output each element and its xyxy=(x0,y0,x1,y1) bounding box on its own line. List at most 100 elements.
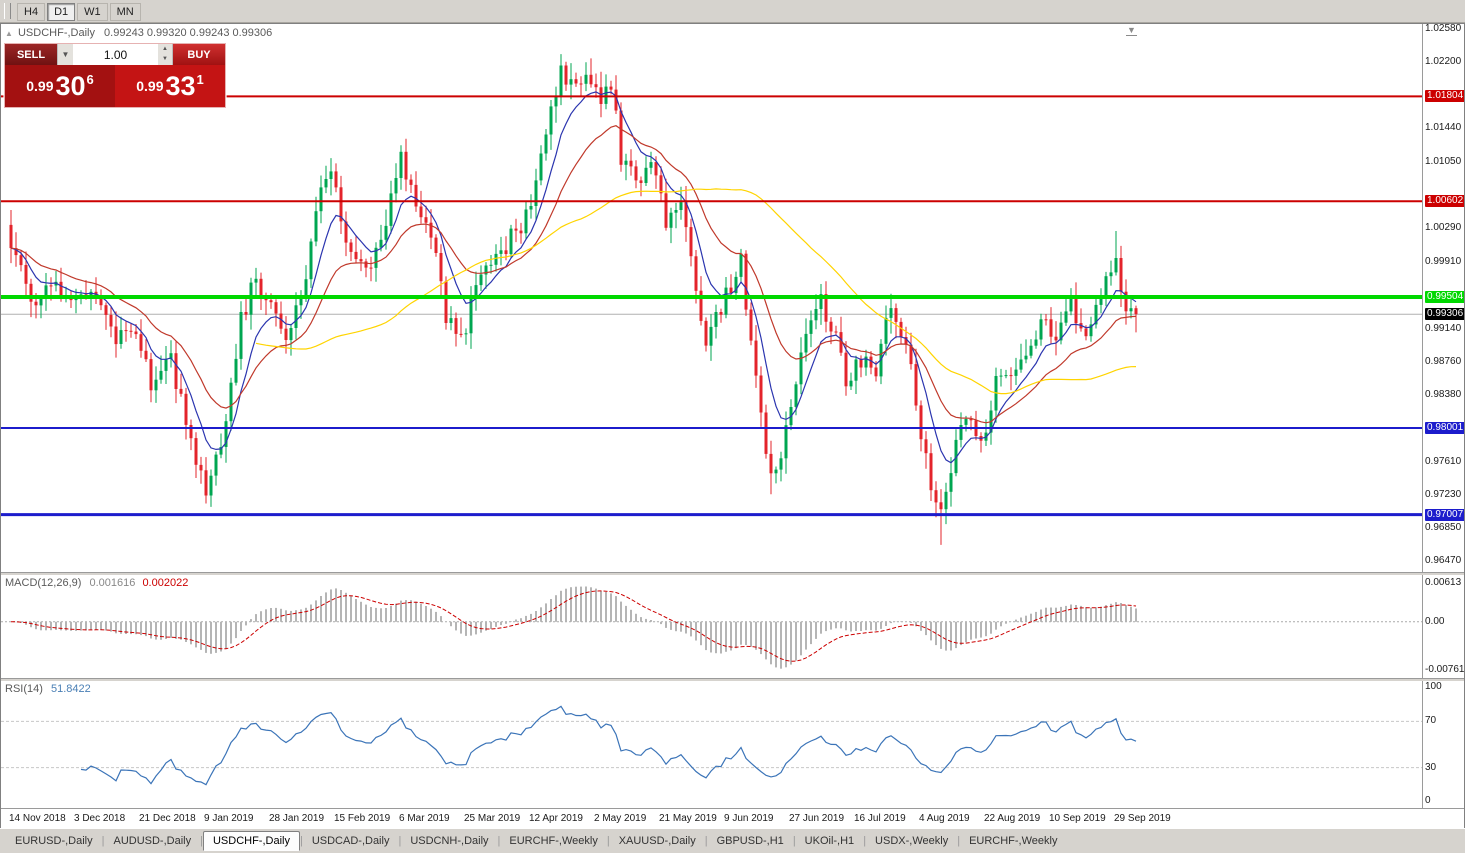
sell-price-quote[interactable]: 0.99 30 6 xyxy=(5,65,115,107)
buy-price-pips: 33 xyxy=(165,70,196,101)
tab-separator: | xyxy=(704,835,708,847)
sell-price-frac: 6 xyxy=(86,71,94,87)
macd-pane: MACD(12,26,9) 0.001616 0.002022 0.00613 0… xyxy=(1,575,1464,678)
price-tick-label: 0.97230 xyxy=(1425,489,1462,501)
rsi-tick-label: 30 xyxy=(1425,761,1437,773)
one-click-trading-panel: SELL ▼ ▲ ▼ BUY 0.99 xyxy=(4,43,226,108)
price-tick-label: 1.02580 xyxy=(1425,24,1462,34)
macd-label: MACD(12,26,9) xyxy=(5,577,82,589)
volume-down-icon[interactable]: ▼ xyxy=(158,54,172,65)
tab-separator: | xyxy=(497,835,501,847)
price-line-badge: 1.00602 xyxy=(1425,195,1464,208)
date-label: 9 Jan 2019 xyxy=(204,813,254,824)
volume-control: ▼ ▲ ▼ xyxy=(57,44,173,65)
timeframe-h4-button[interactable]: H4 xyxy=(17,2,46,21)
price-tick-label: 1.01050 xyxy=(1425,156,1462,168)
chart-tab-eurusd-daily[interactable]: EURUSD-,Daily xyxy=(15,835,93,847)
rsi-tick-label: 70 xyxy=(1425,715,1437,727)
tab-separator: | xyxy=(957,835,961,847)
date-label: 21 May 2019 xyxy=(659,813,717,824)
rsi-value: 51.8422 xyxy=(50,683,91,695)
volume-dropdown-icon[interactable]: ▼ xyxy=(58,44,73,65)
date-label: 25 Mar 2019 xyxy=(464,813,521,824)
timeframe-toolbar: H4 D1 W1 MN xyxy=(0,0,1465,23)
chart-tab-eurchf-weekly[interactable]: EURCHF-,Weekly xyxy=(509,835,598,847)
sell-button[interactable]: SELL xyxy=(5,44,57,65)
tab-separator: | xyxy=(101,835,105,847)
volume-input[interactable] xyxy=(73,44,158,65)
macd-plot[interactable]: MACD(12,26,9) 0.001616 0.002022 xyxy=(1,575,1422,678)
sell-price-pips: 30 xyxy=(55,70,86,101)
macd-signal-value: 0.002022 xyxy=(142,577,189,589)
toolbar-grip[interactable] xyxy=(4,3,11,19)
tab-separator: | xyxy=(792,835,796,847)
tab-separator: | xyxy=(863,835,867,847)
chart-tab-gbpusd-h1[interactable]: GBPUSD-,H1 xyxy=(716,835,784,847)
chart-tab-usdcad-daily[interactable]: USDCAD-,Daily xyxy=(311,835,390,847)
collapse-arrow-icon[interactable]: ▲ xyxy=(5,29,13,38)
pane-splitter[interactable] xyxy=(1,678,1464,681)
date-label: 2 May 2019 xyxy=(594,813,647,824)
chart-tab-xauusd-daily[interactable]: XAUUSD-,Daily xyxy=(618,835,696,847)
macd-tick-label: 0.00613 xyxy=(1425,577,1462,589)
buy-price-frac: 1 xyxy=(196,71,204,87)
price-line-badge: 0.99504 xyxy=(1425,290,1464,303)
rsi-pane: RSI(14) 51.8422 100 70 30 0 xyxy=(1,681,1464,808)
date-label: 3 Dec 2018 xyxy=(74,813,126,824)
rsi-title: RSI(14) 51.8422 xyxy=(5,683,91,695)
date-label: 29 Sep 2019 xyxy=(1114,813,1171,824)
chart-shift-marker-icon[interactable]: ▼ xyxy=(1126,25,1137,36)
tab-separator: | xyxy=(200,835,203,847)
price-tick-label: 0.99910 xyxy=(1425,255,1462,267)
macd-title: MACD(12,26,9) 0.001616 0.002022 xyxy=(5,577,188,589)
pane-splitter[interactable] xyxy=(1,572,1464,575)
date-label: 10 Sep 2019 xyxy=(1049,813,1106,824)
chart-tab-audusd-daily[interactable]: AUDUSD-,Daily xyxy=(113,835,192,847)
rsi-plot[interactable]: RSI(14) 51.8422 xyxy=(1,681,1422,808)
chart-ohlc-values: 0.99243 0.99320 0.99243 0.99306 xyxy=(104,27,273,39)
chart-tab-bar: EURUSD-,Daily | AUDUSD-,Daily | USDCHF-,Dail… xyxy=(0,828,1465,853)
date-label: 21 Dec 2018 xyxy=(139,813,196,824)
volume-up-icon[interactable]: ▲ xyxy=(158,44,172,55)
main-chart-plot[interactable]: ▲ USDCHF-,Daily 0.99243 0.99320 0.99243 … xyxy=(1,24,1422,572)
chart-tab-usdcnh-daily[interactable]: USDCNH-,Daily xyxy=(410,835,489,847)
price-axis[interactable]: 1.02580 1.02200 1.01440 1.01050 1.00290 0.999… xyxy=(1422,24,1464,572)
date-label: 16 Jul 2019 xyxy=(854,813,906,824)
macd-tick-label: -0.00761 xyxy=(1425,663,1464,675)
buy-price-base: 0.99 xyxy=(136,78,164,94)
current-price-badge: 0.99306 xyxy=(1425,308,1464,321)
price-line-badge: 1.01804 xyxy=(1425,90,1464,103)
price-tick-label: 0.99140 xyxy=(1425,322,1462,334)
chart-tab-usdx-weekly[interactable]: USDX-,Weekly xyxy=(875,835,949,847)
timeframe-mn-button[interactable]: MN xyxy=(109,2,141,21)
date-axis[interactable]: 14 Nov 2018 3 Dec 2018 21 Dec 2018 9 Jan 20… xyxy=(1,808,1464,829)
price-tick-label: 0.96470 xyxy=(1425,555,1462,567)
chart-tab-ukoil-h1[interactable]: UKOil-,H1 xyxy=(804,835,855,847)
date-label: 28 Jan 2019 xyxy=(269,813,325,824)
tab-separator: | xyxy=(398,835,402,847)
date-label: 9 Jun 2019 xyxy=(724,813,774,824)
buy-price-quote[interactable]: 0.99 33 1 xyxy=(115,65,225,107)
rsi-label: RSI(14) xyxy=(5,683,43,695)
chart-window: ▲ USDCHF-,Daily 0.99243 0.99320 0.99243 … xyxy=(0,23,1465,829)
price-tick-label: 0.98760 xyxy=(1425,355,1462,367)
buy-button[interactable]: BUY xyxy=(173,44,225,65)
macd-tick-label: 0.00 xyxy=(1425,615,1445,627)
chart-title: ▲ USDCHF-,Daily 0.99243 0.99320 0.99243 … xyxy=(5,27,272,39)
tab-separator: | xyxy=(299,835,303,847)
price-tick-label: 1.02200 xyxy=(1425,55,1462,67)
timeframe-w1-button[interactable]: W1 xyxy=(77,2,108,21)
chart-tab-usdchf-daily[interactable]: USDCHF-,Daily xyxy=(202,831,300,851)
rsi-tick-label: 0 xyxy=(1425,795,1431,806)
date-label: 22 Aug 2019 xyxy=(984,813,1041,824)
timeframe-d1-button[interactable]: D1 xyxy=(47,2,76,21)
date-label: 6 Mar 2019 xyxy=(399,813,450,824)
date-label: 12 Apr 2019 xyxy=(529,813,583,824)
date-label: 14 Nov 2018 xyxy=(9,813,66,824)
macd-main-value: 0.001616 xyxy=(89,577,136,589)
chart-tab-eurchf-weekly[interactable]: EURCHF-,Weekly xyxy=(969,835,1058,847)
main-chart-pane: ▲ USDCHF-,Daily 0.99243 0.99320 0.99243 … xyxy=(1,24,1464,572)
date-label: 27 Jun 2019 xyxy=(789,813,845,824)
price-tick-label: 0.97610 xyxy=(1425,456,1462,468)
